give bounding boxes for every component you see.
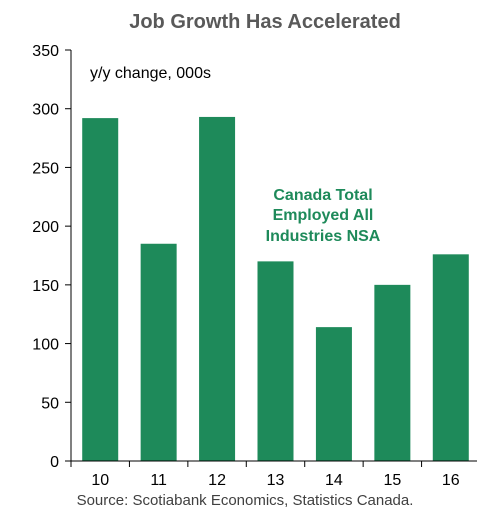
x-tick-label: 15 [383,472,401,489]
y-tick-label: 50 [41,395,59,412]
bar-14 [315,327,352,461]
y-tick-label: 150 [32,278,59,295]
bar-12 [199,116,236,461]
x-tick-label: 13 [267,472,285,489]
bar-11 [140,243,177,461]
y-tick-label: 350 [32,43,59,60]
annotation-line-2: Employed All [273,207,374,224]
unit-label: y/y change, 000s [90,65,211,82]
chart-title: Job Growth Has Accelerated [129,11,401,33]
y-axis: 0 50 100 150 200 250 300 350 [32,43,72,471]
y-tick-label: 0 [50,454,59,471]
x-tick-label: 16 [442,472,460,489]
x-axis: 10 11 12 13 14 15 16 [70,460,477,489]
bar-10 [82,118,119,461]
x-tick-label: 12 [208,472,226,489]
y-tick-label: 200 [32,219,59,236]
y-tick-label: 100 [32,337,59,354]
annotation-line-1: Canada Total [273,187,372,204]
x-tick-label: 10 [91,472,109,489]
x-tick-label: 14 [325,472,343,489]
bars [82,116,469,461]
source-note: Source: Scotiabank Economics, Statistics… [77,492,414,509]
bar-13 [257,261,294,461]
bar-16 [432,254,469,461]
x-tick-label: 11 [150,472,167,489]
annotation-line-3: Industries NSA [266,228,381,245]
y-tick-label: 300 [32,102,59,119]
y-tick-label: 250 [32,160,59,177]
bar-15 [374,284,411,461]
